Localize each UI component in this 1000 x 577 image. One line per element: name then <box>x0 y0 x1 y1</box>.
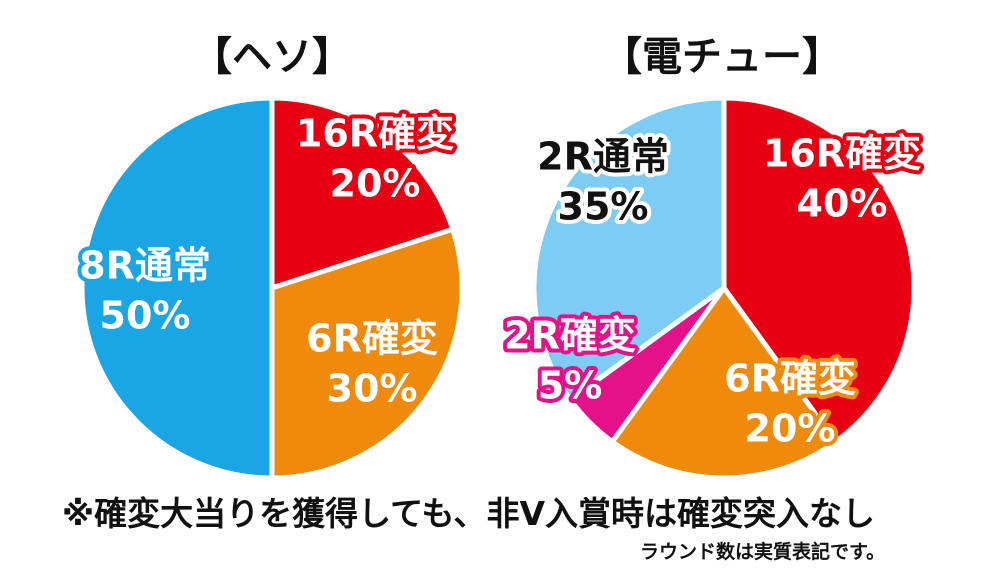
chart-title-heso: 【ヘソ】 <box>192 34 352 80</box>
pie-slice <box>721 95 917 445</box>
pie-chart-1: 16R確変 40% 6R確変 20% 2R確変 5% 2R通常 35% <box>500 95 925 481</box>
pie-chart-0: 16R確変 20% 6R確変 30% 8R通常 50% <box>75 95 465 481</box>
slice-value-label: 30% <box>327 367 418 411</box>
slice-label: 16R確変 <box>763 132 921 176</box>
pie-slice <box>609 285 839 481</box>
slice-value-label: 50% <box>100 294 191 338</box>
slice-label: 16R確変 <box>296 112 454 156</box>
footnote-text: ラウンド数は実質表記です。 <box>640 541 886 563</box>
slice-value-label: 5% <box>538 364 603 408</box>
slice-value-label: 20% <box>330 162 421 206</box>
slice-label: 2R通常 <box>537 135 669 179</box>
slice-label: 6R確変 <box>306 317 438 361</box>
chart-title-denchu: 【電チュー】 <box>602 34 842 80</box>
pie-slice <box>269 226 465 481</box>
slice-value-label: 20% <box>745 407 836 451</box>
pie-slice <box>79 95 275 481</box>
pie-slice <box>269 95 456 291</box>
slice-label: 8R通常 <box>79 244 211 288</box>
slice-value-label: 40% <box>797 182 888 226</box>
slice-label: 2R確変 <box>504 314 636 358</box>
slice-label: 6R確変 <box>724 357 856 401</box>
note-text: ※確変大当りを獲得しても、非V入賞時は確変突入なし <box>62 494 875 533</box>
slice-value-label: 35% <box>558 185 649 229</box>
pie-slice <box>531 95 727 403</box>
